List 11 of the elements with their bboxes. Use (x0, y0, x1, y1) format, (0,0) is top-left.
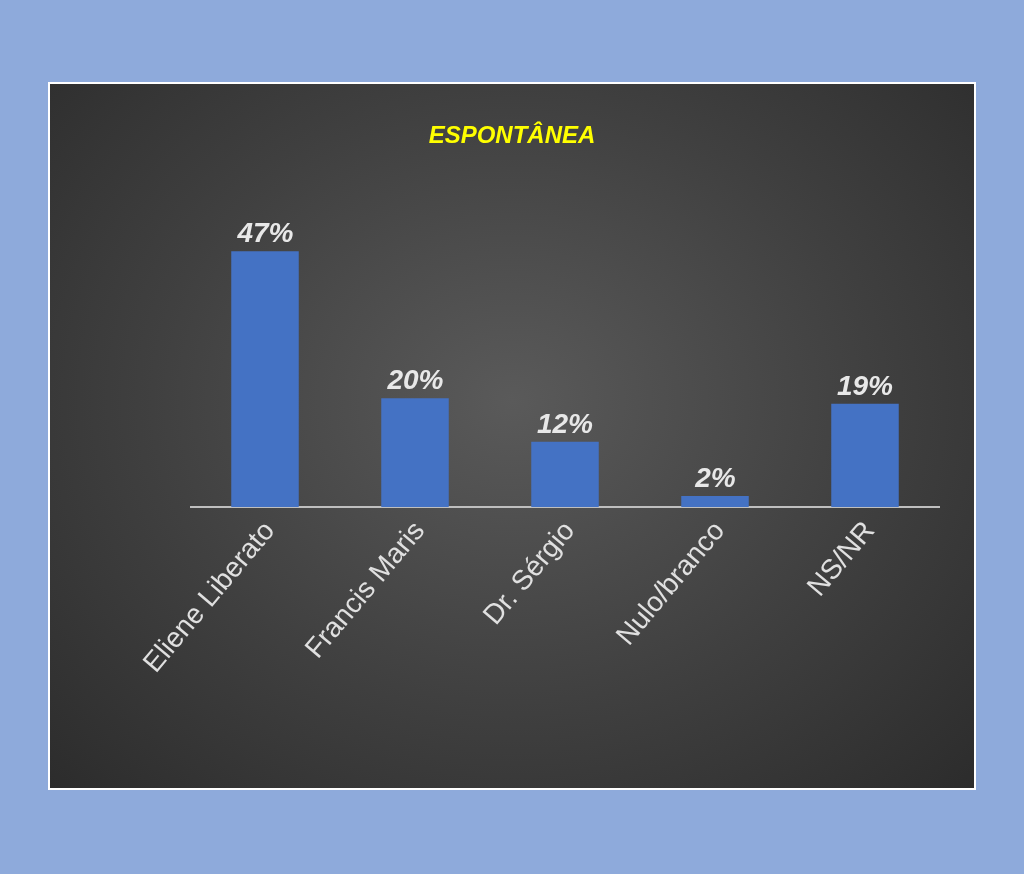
data-label: 20% (386, 364, 444, 396)
data-label: 2% (694, 462, 736, 494)
bar (381, 398, 449, 507)
bar (231, 251, 299, 507)
data-label: 19% (836, 369, 894, 401)
bar (831, 403, 899, 507)
data-label: 47% (236, 217, 294, 249)
bar (531, 441, 599, 507)
chart-title: ESPONTÂNEA (428, 121, 596, 149)
data-label: 12% (536, 407, 594, 439)
bar (681, 496, 749, 507)
